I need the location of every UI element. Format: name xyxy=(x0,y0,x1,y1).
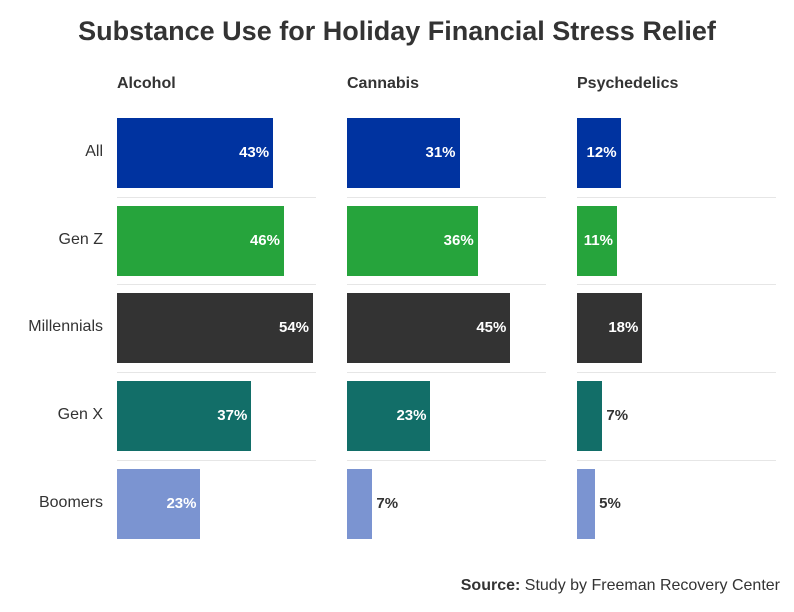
row-separator xyxy=(577,372,776,373)
bar xyxy=(117,118,274,188)
row-separator xyxy=(577,284,776,285)
row-separator xyxy=(117,372,316,373)
data-label: 54% xyxy=(279,319,310,336)
data-label: 23% xyxy=(166,495,197,512)
category-label: Millennials xyxy=(28,318,103,335)
row-separator xyxy=(117,460,316,461)
bar xyxy=(347,293,511,363)
bar xyxy=(577,469,596,539)
panel-title: Alcohol xyxy=(117,75,176,92)
data-label: 45% xyxy=(476,319,507,336)
source-text: Study by Freeman Recovery Center xyxy=(520,577,780,594)
row-separator xyxy=(347,460,546,461)
data-label: 37% xyxy=(217,407,248,424)
data-label: 31% xyxy=(425,144,456,161)
data-label: 7% xyxy=(606,407,629,424)
bar xyxy=(117,206,284,276)
bar xyxy=(117,381,252,451)
row-separator xyxy=(347,372,546,373)
data-label: 7% xyxy=(376,495,399,512)
row-separator xyxy=(347,284,546,285)
category-label: All xyxy=(85,143,103,160)
chart-title: Substance Use for Holiday Financial Stre… xyxy=(78,16,716,46)
category-label: Gen Z xyxy=(58,231,103,248)
row-separator xyxy=(117,284,316,285)
bar xyxy=(577,118,621,188)
bar xyxy=(347,469,373,539)
bar xyxy=(577,381,603,451)
data-label: 18% xyxy=(608,319,639,336)
category-label: Boomers xyxy=(38,494,103,511)
row-separator xyxy=(577,460,776,461)
bar xyxy=(347,206,478,276)
bar xyxy=(347,381,431,451)
panel-title: Psychedelics xyxy=(577,75,679,92)
data-label: 46% xyxy=(249,232,280,249)
source-label: Source: xyxy=(460,577,521,594)
row-separator xyxy=(117,197,316,198)
data-label: 36% xyxy=(443,232,474,249)
data-label: 12% xyxy=(586,144,617,161)
category-label: Gen X xyxy=(57,406,103,423)
source-note: Source: Study by Freeman Recovery Center xyxy=(461,577,780,595)
row-separator xyxy=(577,197,776,198)
bar xyxy=(577,206,617,276)
data-label: 23% xyxy=(396,407,427,424)
data-label: 11% xyxy=(583,232,613,249)
data-label: 5% xyxy=(599,495,621,512)
bar xyxy=(117,469,201,539)
bar xyxy=(577,293,643,363)
bar xyxy=(117,293,314,363)
row-separator xyxy=(347,197,546,198)
bar xyxy=(347,118,460,188)
data-label: 43% xyxy=(239,144,270,161)
panel-title: Cannabis xyxy=(347,75,420,92)
